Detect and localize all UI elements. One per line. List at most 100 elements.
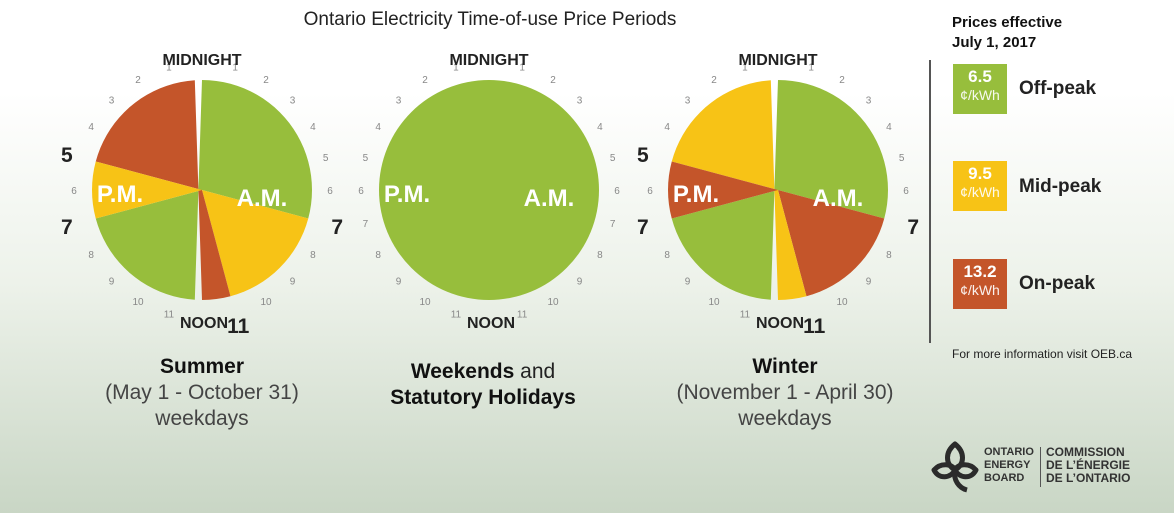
clock-2-boundary-am-7: 7 [907,216,919,239]
clock-0-segment-mid_peak [92,161,202,219]
clock-2-hour-am-5: 5 [899,153,905,164]
clock-2-hour-pm-6: 6 [647,186,653,197]
clock-2-boundary-pm-5: 5 [637,144,649,167]
on-peak-unit: ¢/kWh [960,282,1000,298]
clock-0: 11223344566889910101171157MIDNIGHTNOONA.… [61,52,343,338]
oeb-trillium-icon [931,441,979,493]
clock-0-hour-am-1: 1 [232,62,238,73]
clock-0-boundary-am-11: 11 [227,315,250,338]
clock-1-hour-pm-1: 1 [453,62,459,73]
clock-diagrams: 11223344566889910101171157MIDNIGHTNOONA.… [61,52,919,338]
legend-heading-line1: Prices effective [952,14,1063,31]
clock-0-hour-pm-6: 6 [71,186,77,197]
off-peak-unit: ¢/kWh [960,87,1000,103]
clock-0-segment-on_peak [95,80,231,301]
clock-0-boundary-pm-7: 7 [61,216,73,239]
clock-2-hour-am-2: 2 [839,75,845,86]
clock-0-hour-pm-8: 8 [88,250,94,261]
legend-label-on-peak: On-peak [1019,273,1096,294]
clock-2: 11223344566889910101171157MIDNIGHTNOONA.… [637,52,919,338]
oeb-name-fr: COMMISSION DE L’ÉNERGIE DE L’ONTARIO [1046,446,1130,485]
clock-0-hour-pm-9: 9 [109,277,115,288]
clock-0-hour-pm-1: 1 [166,62,172,73]
clock-1-hour-pm-5: 5 [363,153,369,164]
clock-0-boundary-pm-5: 5 [61,144,73,167]
clock-1-hour-am-4: 4 [597,122,603,133]
clock-0-hour-pm-2: 2 [135,75,141,86]
legend-divider [929,60,931,343]
caption-weekends-subtitle: Statutory Holidays [390,386,576,409]
oeb-logo: ONTARIO ENERGY BOARD COMMISSION DE L’ÉNE… [929,440,1169,494]
caption-summer: Summer (May 1 - October 31) weekdays [52,354,352,432]
oeb-fr-line1: COMMISSION [1046,445,1125,459]
clock-2-midnight-label: MIDNIGHT [738,52,817,69]
legend-swatch-mid-peak: 9.5 ¢/kWh [953,161,1007,211]
oeb-logo-divider [1040,447,1041,487]
clock-0-segment-mid_peak [202,190,309,297]
clock-0-hour-am-3: 3 [290,96,296,107]
clock-1-hour-pm-4: 4 [375,122,381,133]
clock-2-segment-on_peak [778,190,885,297]
clock-2-am-label: A.M. [813,185,864,212]
caption-winter-days: weekdays [738,407,832,430]
clock-1-hour-pm-3: 3 [396,96,402,107]
clock-1-hour-am-1: 1 [519,62,525,73]
clock-2-hour-pm-10: 10 [708,297,720,308]
on-peak-price: 13.2 [963,262,997,281]
oeb-fr-line2: DE L’ÉNERGIE [1046,458,1131,472]
clock-0-hour-pm-3: 3 [109,96,115,107]
clock-1-hour-am-7: 7 [610,219,616,230]
clock-1-hour-am-11: 11 [517,310,528,321]
caption-summer-dates: (May 1 - October 31) [105,381,299,404]
clock-0-pm-label: P.M. [97,181,143,208]
clock-1-hour-am-8: 8 [597,250,603,261]
oeb-name-en: ONTARIO ENERGY BOARD [984,446,1034,485]
off-peak-price: 6.5 [968,67,992,86]
caption-weekends-title: Weekends [410,360,515,383]
clock-0-hour-am-10: 10 [260,297,272,308]
clock-1-hour-am-2: 2 [550,75,556,86]
caption-winter: Winter (November 1 - April 30) weekdays [635,354,935,432]
clock-1-hour-pm-7: 7 [363,219,369,230]
clock-0-hour-am-2: 2 [263,75,269,86]
clock-0-hour-am-5: 5 [323,153,329,164]
clock-0-midnight-label: MIDNIGHT [162,52,241,69]
oeb-en-line3: BOARD [984,472,1025,484]
clock-2-hour-am-1: 1 [808,62,814,73]
clock-2-hour-am-4: 4 [886,122,892,133]
clock-2-hour-pm-2: 2 [711,75,717,86]
clock-1-hour-am-10: 10 [547,297,559,308]
clock-1-hour-pm-6: 6 [358,186,364,197]
legend-label-off-peak: Off-peak [1019,78,1097,99]
mid-peak-unit: ¢/kWh [960,184,1000,200]
legend-swatch-off-peak: 6.5 ¢/kWh [953,64,1007,114]
clock-2-hour-pm-8: 8 [664,250,670,261]
more-info-link[interactable]: For more information visit OEB.ca [952,347,1133,361]
legend-swatch-on-peak: 13.2 ¢/kWh [953,259,1007,309]
caption-weekends: Weekends and Statutory Holidays [333,359,633,411]
clock-2-hour-pm-1: 1 [742,62,748,73]
clock-1-hour-am-5: 5 [610,153,616,164]
clock-0-hour-pm-11: 11 [164,310,175,321]
clock-1-hour-am-6: 6 [614,186,620,197]
oeb-fr-line3: DE L’ONTARIO [1046,471,1131,485]
clock-1-hour-am-3: 3 [577,96,583,107]
clock-1-hour-pm-2: 2 [422,75,428,86]
clock-1: 11223344556677889910101111MIDNIGHTNOONA.… [358,52,620,332]
clock-0-hour-am-9: 9 [290,277,296,288]
clock-1-am-label: A.M. [524,185,575,212]
clock-2-segment-off_peak [671,80,888,300]
clock-1-midnight-label: MIDNIGHT [449,52,528,69]
clock-0-boundary-am-7: 7 [331,216,343,239]
clock-0-hour-am-4: 4 [310,122,316,133]
clock-1-pm-label: P.M. [384,181,430,208]
clock-2-hour-pm-9: 9 [685,277,691,288]
clock-2-segment-on_peak [668,161,778,219]
clock-2-boundary-am-11: 11 [803,315,826,338]
legend-label-mid-peak: Mid-peak [1019,176,1102,197]
clock-1-segment-off_peak [379,80,599,300]
clock-0-hour-am-8: 8 [310,250,316,261]
clock-1-hour-pm-10: 10 [419,297,431,308]
clock-2-segment-mid_peak [671,80,807,301]
clock-0-noon-label: NOON [180,315,228,332]
